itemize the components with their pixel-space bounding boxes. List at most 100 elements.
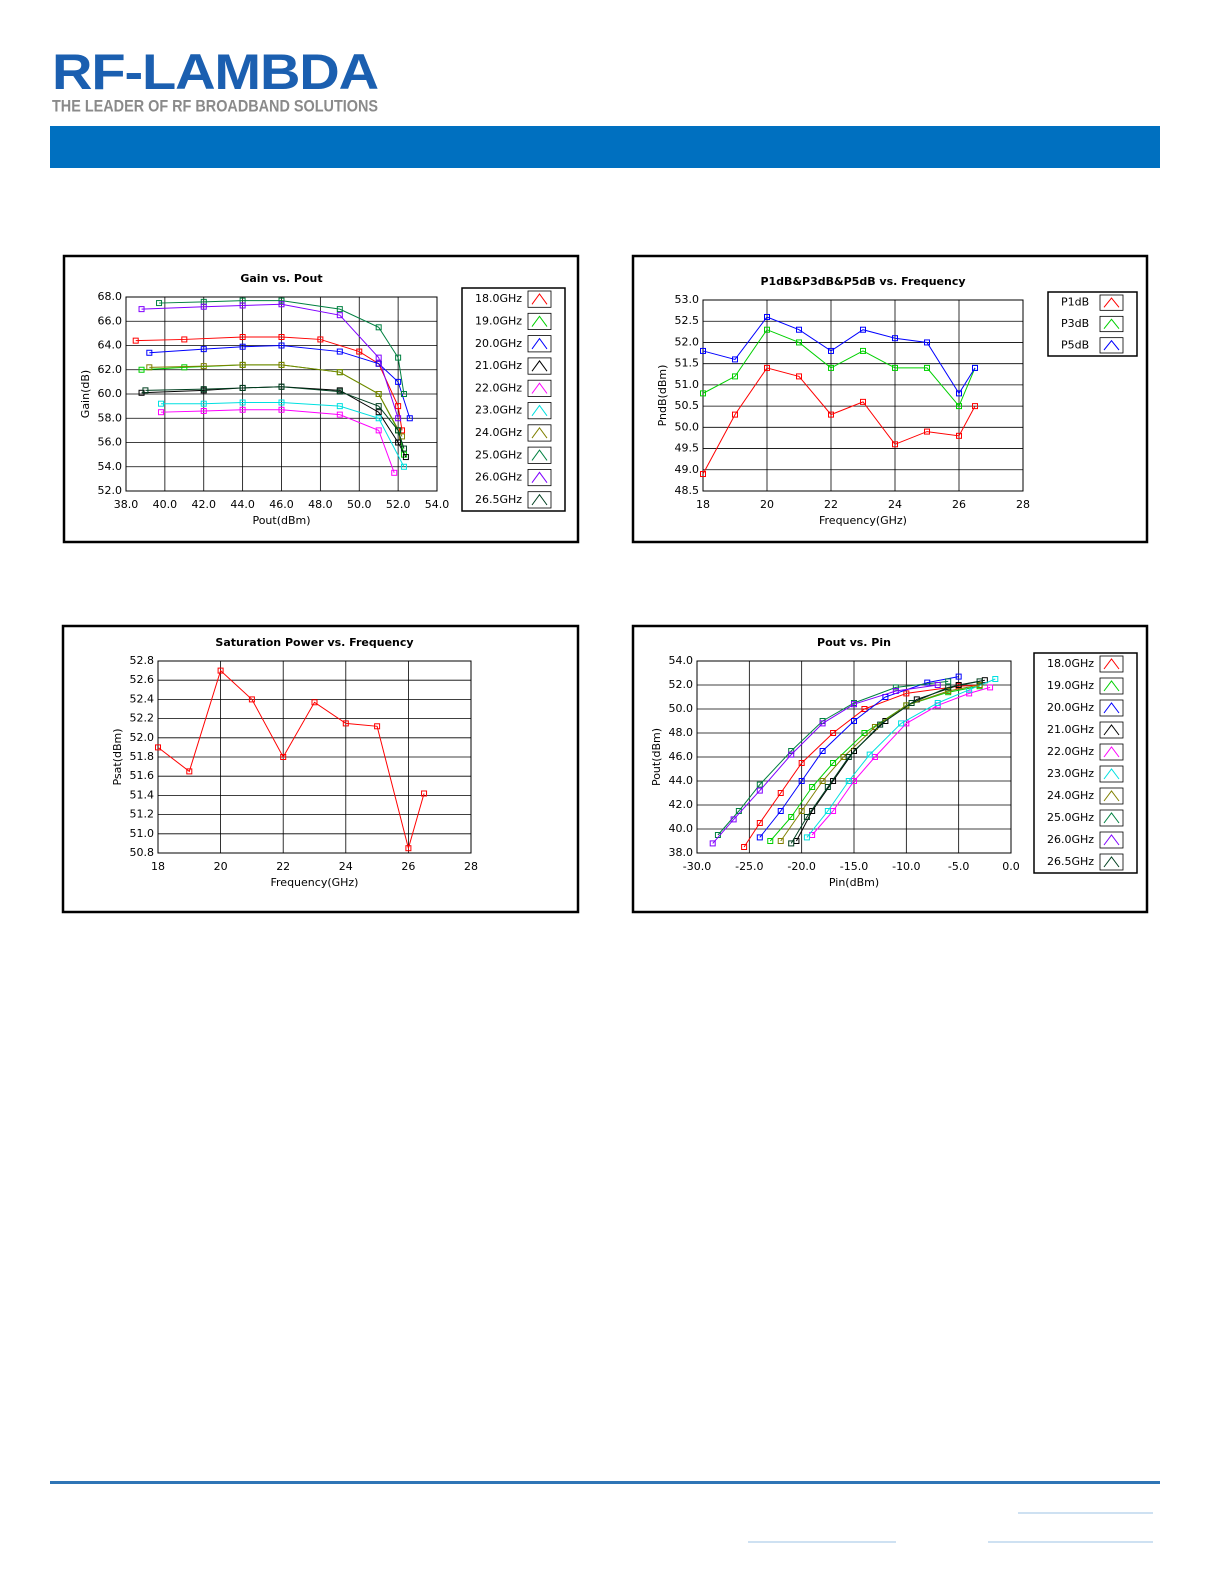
marker: [788, 840, 795, 847]
legend-swatch: [1103, 790, 1120, 802]
chart-title: Saturation Power vs. Frequency: [215, 636, 413, 649]
marker: [851, 718, 857, 724]
y-tick-label: 48.5: [675, 484, 700, 497]
marker: [142, 387, 149, 394]
marker: [400, 463, 407, 470]
marker: [375, 427, 382, 434]
marker: [239, 343, 246, 350]
y-tick-label: 52.4: [130, 692, 155, 705]
marker: [181, 336, 188, 343]
marker: [248, 696, 255, 703]
plot-frame: [157, 660, 472, 854]
legend-label: 24.0GHz: [1047, 789, 1094, 802]
legend-label: 19.0GHz: [475, 314, 522, 327]
marker: [945, 688, 952, 694]
legend-label: 19.0GHz: [1047, 679, 1094, 692]
x-tick-label: 26: [952, 498, 966, 511]
marker: [945, 678, 952, 685]
chart-title: Pout vs. Pin: [817, 636, 891, 649]
series-line: [141, 386, 407, 458]
marker: [342, 720, 349, 727]
marker: [934, 682, 941, 688]
marker: [756, 820, 763, 826]
marker: [395, 354, 402, 361]
marker: [400, 391, 407, 397]
y-tick-label: 52.0: [98, 484, 123, 497]
marker: [239, 334, 246, 341]
marker: [972, 364, 978, 371]
legend-swatch-box: [1099, 721, 1124, 739]
legend-label: 24.0GHz: [475, 426, 522, 439]
legend-swatch-box: [1099, 765, 1124, 783]
legend-label: 26.5GHz: [475, 493, 522, 506]
marker: [824, 808, 831, 814]
y-tick-label: 51.6: [130, 769, 155, 782]
marker: [146, 364, 153, 371]
marker: [845, 754, 852, 760]
x-tick-label: 46.0: [269, 498, 294, 511]
legend-swatch-box: [1099, 743, 1124, 761]
x-tick-label: 0.0: [1002, 860, 1020, 873]
marker: [898, 720, 905, 727]
marker: [860, 347, 866, 354]
legend-label: 26.0GHz: [1047, 833, 1094, 846]
x-tick-label: 20: [214, 860, 228, 873]
legend-swatch: [1103, 834, 1120, 846]
series-line: [806, 678, 996, 838]
marker: [819, 748, 826, 754]
y-tick-label: 52.0: [130, 731, 155, 744]
y-tick-label: 46.0: [669, 750, 694, 763]
marker: [336, 306, 343, 313]
y-tick-label: 49.5: [675, 442, 700, 455]
marker: [845, 778, 852, 784]
marker: [861, 730, 868, 736]
legend-swatch: [1103, 297, 1120, 308]
marker: [976, 682, 983, 688]
marker: [730, 816, 737, 823]
chart-title: P1dB&P3dB&P5dB vs. Frequency: [760, 275, 965, 288]
legend-swatch: [531, 449, 548, 461]
marker: [181, 364, 188, 371]
x-tick-label: -25.0: [735, 860, 763, 873]
marker: [402, 454, 409, 461]
marker: [375, 403, 382, 410]
legend-swatch: [531, 315, 548, 327]
marker: [132, 337, 139, 344]
x-tick-label: 18: [696, 498, 710, 511]
legend-swatch-box: [527, 491, 552, 509]
marker: [278, 406, 285, 413]
marker: [200, 346, 207, 353]
y-tick-label: 51.4: [130, 788, 155, 801]
marker: [756, 781, 763, 788]
legend-swatch-box: [1099, 337, 1124, 354]
legend-swatch-box: [527, 468, 552, 487]
y-tick-label: 52.8: [130, 654, 155, 667]
marker: [764, 364, 770, 371]
marker: [732, 356, 738, 363]
marker: [830, 730, 837, 736]
marker: [877, 721, 884, 728]
series-line: [769, 685, 980, 842]
legend-swatch-box: [527, 357, 552, 375]
legend-swatch-box: [1099, 853, 1124, 871]
marker: [395, 415, 402, 422]
y-tick-label: 52.6: [130, 673, 155, 686]
series-line: [149, 344, 411, 419]
x-tick-label: 48.0: [308, 498, 333, 511]
marker: [861, 706, 868, 712]
marker: [966, 690, 973, 697]
marker: [400, 445, 407, 452]
legend-swatch: [531, 382, 548, 394]
y-tick-label: 56.0: [98, 436, 123, 449]
marker: [788, 751, 795, 758]
marker: [828, 347, 834, 354]
plot-frame: [125, 296, 438, 492]
marker: [239, 361, 246, 368]
marker: [892, 684, 899, 691]
marker: [278, 342, 285, 349]
marker: [824, 784, 831, 790]
legend-label: P3dB: [1061, 317, 1089, 330]
marker: [732, 373, 738, 380]
tagline: THE LEADER OF RF BROADBAND SOLUTIONS: [52, 96, 378, 115]
series-line: [702, 367, 976, 475]
